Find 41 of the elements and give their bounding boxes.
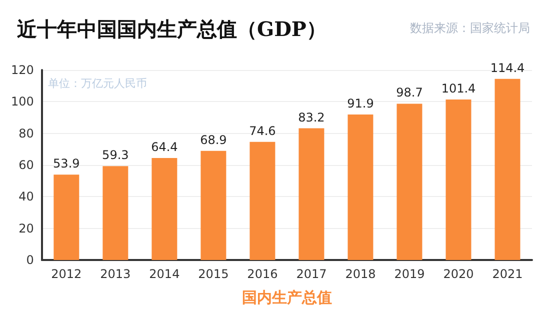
bar: [396, 104, 422, 260]
bar: [446, 99, 472, 260]
bar: [152, 158, 178, 260]
y-tick-label: 120: [11, 63, 34, 77]
y-tick-label: 20: [18, 221, 34, 236]
x-tick-label: 2020: [443, 267, 474, 281]
bar: [298, 128, 324, 260]
data-label: 98.7: [396, 86, 423, 100]
annotation: 单位：万亿元人民币: [48, 77, 147, 90]
x-tick-label: 2013: [100, 267, 131, 281]
data-label: 53.9: [53, 156, 80, 171]
data-label: 74.6: [249, 124, 276, 138]
bar: [494, 78, 520, 260]
data-label: 64.4: [151, 140, 178, 154]
bar: [200, 150, 226, 260]
y-tick-label: 40: [18, 190, 34, 204]
data-label: 91.9: [347, 96, 374, 110]
x-tick-label: 2012: [51, 267, 82, 281]
data-label: 101.4: [441, 81, 476, 96]
x-tick-label: 2017: [296, 267, 327, 281]
y-tick-label: 100: [11, 94, 34, 109]
y-tick-label: 80: [18, 126, 34, 140]
chart-title: 近十年中国国内生产总值（GDP）: [16, 17, 326, 41]
bar: [54, 174, 80, 260]
bar: [348, 114, 374, 260]
x-tick-label: 2014: [149, 267, 180, 281]
bar: [102, 166, 128, 260]
data-label: 83.2: [298, 110, 325, 124]
x-tick-label: 2021: [492, 267, 523, 281]
x-tick-label: 2016: [247, 267, 278, 281]
x-tick-label: 2015: [198, 267, 229, 281]
x-tick-label: 2019: [394, 267, 425, 281]
data-label: 59.3: [102, 148, 129, 162]
x-axis-title: 国内生产总值: [242, 288, 332, 306]
data-label: 114.4: [490, 60, 525, 75]
data-label: 68.9: [200, 132, 227, 147]
y-tick-label: 60: [18, 158, 34, 172]
x-tick-label: 2018: [345, 267, 376, 281]
source-note: 数据来源：国家统计局: [410, 21, 530, 35]
bar: [250, 142, 276, 260]
y-tick-label: 0: [26, 253, 34, 267]
